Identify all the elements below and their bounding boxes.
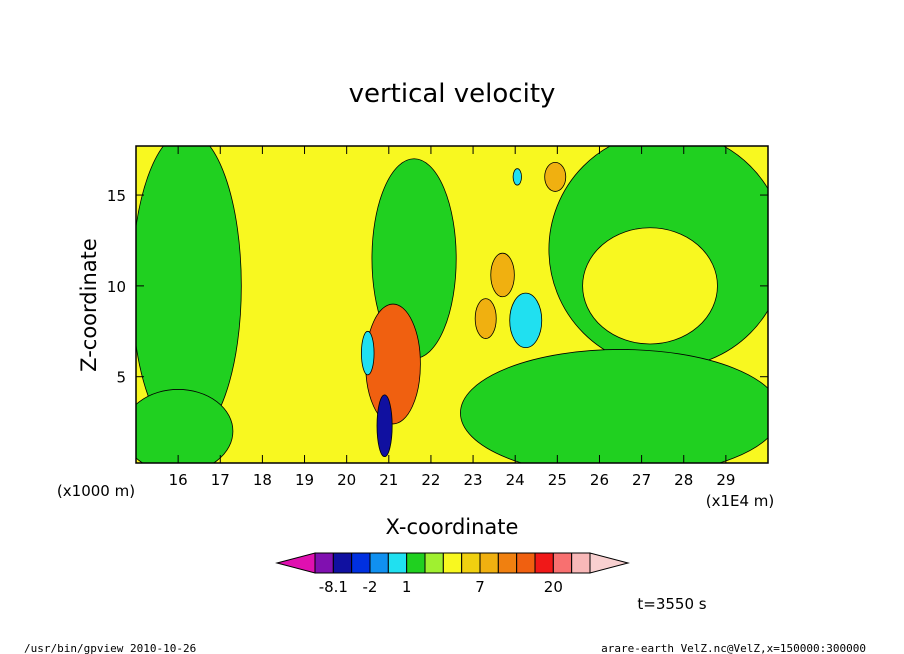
colorbar-cell	[351, 552, 371, 574]
region-light-orange-cell-1	[490, 252, 515, 298]
colorbar	[275, 552, 630, 574]
colorbar-cell	[497, 552, 518, 574]
time-label: t=3550 s	[637, 595, 706, 613]
region-green-lower-left	[136, 389, 234, 463]
colorbar-cell	[479, 552, 499, 574]
colorbar-label: -2	[363, 578, 378, 596]
colorbar-min-triangle	[275, 552, 316, 574]
region-light-orange-cell-2	[474, 298, 497, 339]
region-yellow-right-lobe	[582, 227, 718, 345]
colorbar-cell	[571, 552, 591, 574]
x-tick-label: 23	[464, 471, 483, 489]
x-tick-label: 25	[548, 471, 567, 489]
y-axis: 5 10 15	[107, 187, 768, 387]
x-tick-label: 24	[506, 471, 525, 489]
colorbar-cell	[387, 552, 408, 574]
colorbar-cell	[534, 552, 554, 574]
colorbar-label: 20	[544, 578, 563, 596]
contour-regions	[136, 146, 768, 463]
colorbar-cell	[332, 552, 353, 574]
region-cyan-top-cell	[512, 168, 522, 186]
colorbar-cell	[369, 552, 389, 574]
x-tick-label: 18	[253, 471, 272, 489]
colorbar-cell	[406, 552, 426, 574]
region-cyan-core-left	[361, 330, 375, 376]
x-tick-label: 28	[674, 471, 693, 489]
y-tick-label: 10	[107, 278, 126, 296]
colorbar-label: 7	[475, 578, 485, 596]
y-axis-factor: (x1000 m)	[57, 482, 135, 500]
plot-frame	[135, 145, 769, 464]
x-axis: 16 17 18 19 20 21 22 23 24 25 26 27 28 29	[169, 146, 735, 489]
colorbar-cell	[442, 552, 463, 574]
x-tick-label: 16	[169, 471, 188, 489]
colorbar-max-triangle	[589, 552, 630, 574]
x-tick-label: 26	[590, 471, 609, 489]
region-cyan-right-cell	[509, 292, 543, 349]
x-tick-label: 19	[295, 471, 314, 489]
x-tick-label: 22	[421, 471, 440, 489]
footer-program: /usr/bin/gpview 2010-10-26	[24, 642, 196, 654]
footer-file: arare-earth_VelZ.nc@VelZ,x=150000:300000	[601, 642, 866, 654]
y-tick-label: 5	[116, 369, 126, 387]
colorbar-cell	[516, 552, 536, 574]
x-tick-label: 20	[337, 471, 356, 489]
colorbar-cell	[552, 552, 573, 574]
x-tick-label: 29	[716, 471, 735, 489]
region-green-right-lower	[460, 349, 768, 463]
colorbar-label: -8.1	[319, 578, 348, 596]
x-tick-label: 17	[211, 471, 230, 489]
y-tick-label: 15	[107, 187, 126, 205]
region-orange-core	[365, 303, 421, 425]
x-tick-label: 21	[379, 471, 398, 489]
x-axis-label: X-coordinate	[386, 515, 519, 539]
y-axis-label: Z-coordinate	[77, 238, 101, 372]
colorbar-cell	[424, 552, 444, 574]
colorbar-cell	[314, 552, 334, 574]
chart-title: vertical velocity	[349, 79, 556, 109]
x-axis-factor: (x1E4 m)	[706, 492, 775, 510]
colorbar-cell	[461, 552, 481, 574]
x-tick-label: 27	[632, 471, 651, 489]
colorbar-labels: -8.1 -2 1 7 20	[319, 578, 563, 596]
colorbar-label: 1	[402, 578, 412, 596]
region-blue-core-lower	[376, 394, 393, 458]
region-light-orange-cell-3	[544, 161, 567, 192]
